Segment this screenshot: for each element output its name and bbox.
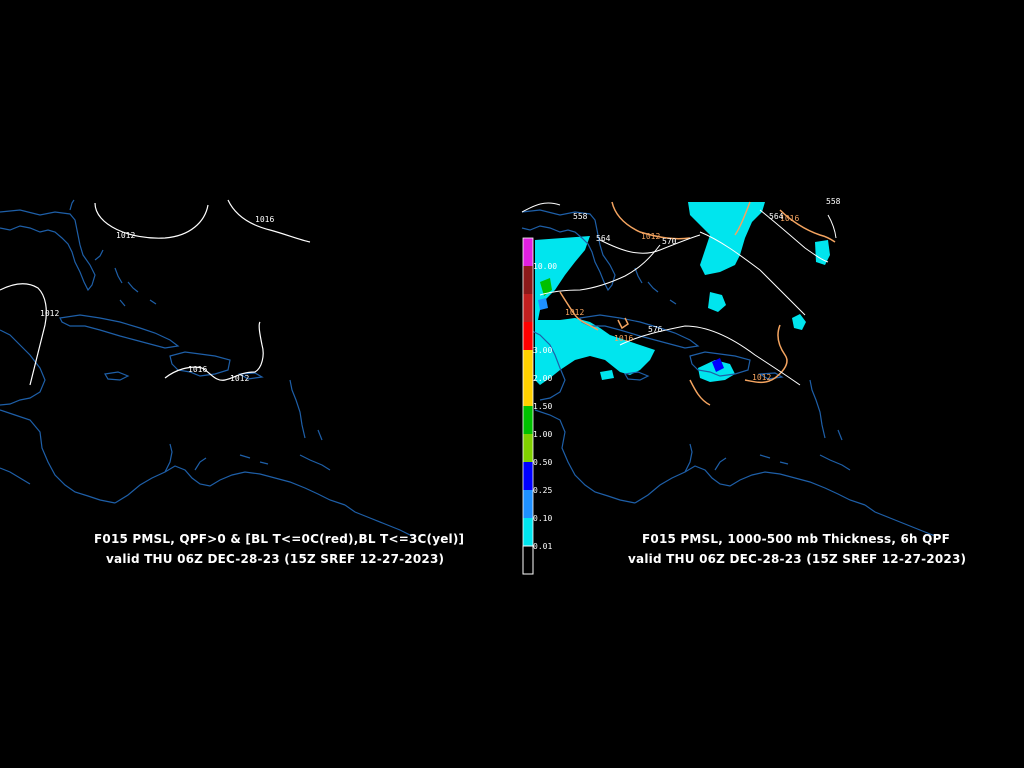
legend-swatch — [523, 378, 533, 406]
right-thickness-labels: 558 564 570 576 558 564 — [573, 197, 841, 334]
qpf-color-legend: 10.00 3.00 2.00 1.50 1.00 0.50 0.25 0.10 0.01 — [522, 237, 557, 575]
right-thickness-label: 570 — [662, 237, 677, 246]
right-thickness-label: 558 — [826, 197, 841, 206]
left-isobar-label: 1016 — [188, 365, 207, 374]
legend-swatch — [523, 294, 533, 322]
legend-label: 0.50 — [533, 458, 552, 467]
legend-swatch — [523, 266, 533, 294]
legend-label: 0.25 — [533, 486, 552, 495]
legend-swatch — [523, 490, 533, 518]
right-isobar-label: 1012 — [641, 232, 660, 241]
legend-label: 1.50 — [533, 402, 552, 411]
right-panel-title: F015 PMSL, 1000-500 mb Thickness, 6h QPF — [642, 532, 950, 546]
left-isobar-label: 1012 — [116, 231, 135, 240]
legend-label: 1.00 — [533, 430, 552, 439]
legend-swatch — [523, 434, 533, 462]
left-map-panel: 1016 1012 1012 1016 1012 — [0, 199, 413, 537]
right-isobars — [521, 202, 837, 386]
left-isobars — [0, 199, 311, 386]
right-coastlines — [521, 209, 936, 537]
left-isobar-label: 1016 — [255, 215, 274, 224]
right-thickness-lines — [559, 201, 836, 406]
right-panel-subtitle: valid THU 06Z DEC-28-23 (15Z SREF 12-27-… — [628, 552, 967, 566]
left-panel-title: F015 PMSL, QPF>0 & [BL T<=0C(red),BL T<=… — [94, 532, 465, 546]
left-isobar-label: 1012 — [230, 374, 249, 383]
right-isobar-labels: 1012 1016 1012 1016 1012 — [565, 214, 799, 382]
right-isobar-label: 1016 — [614, 334, 633, 343]
legend-swatch — [522, 545, 534, 575]
legend-label: 0.10 — [533, 514, 552, 523]
left-isobar-label: 1012 — [40, 309, 59, 318]
right-map-panel: 1012 1016 1012 1016 1012 558 564 570 576… — [521, 197, 936, 537]
legend-swatch — [523, 350, 533, 378]
legend-label: 2.00 — [533, 374, 552, 383]
legend-swatch — [523, 462, 533, 490]
right-thickness-label: 558 — [573, 212, 588, 221]
legend-swatch — [523, 406, 533, 434]
left-coastlines — [0, 199, 413, 537]
legend-border — [522, 237, 534, 575]
legend-label: 3.00 — [533, 346, 552, 355]
left-isobar-labels: 1016 1012 1012 1016 1012 — [40, 215, 274, 383]
right-qpf-heavy — [538, 278, 724, 372]
legend-label: 10.00 — [533, 262, 557, 271]
legend-swatch — [523, 238, 533, 266]
right-isobar-label: 1012 — [752, 373, 771, 382]
legend-label: 0.01 — [533, 542, 552, 551]
legend-swatch — [523, 518, 533, 546]
right-thickness-label: 564 — [596, 234, 611, 243]
right-thickness-label: 564 — [769, 212, 784, 221]
legend-swatch — [523, 322, 533, 350]
right-isobar-label: 1016 — [780, 214, 799, 223]
right-thickness-label: 576 — [648, 325, 663, 334]
right-isobar-label: 1012 — [565, 308, 584, 317]
left-panel-subtitle: valid THU 06Z DEC-28-23 (15Z SREF 12-27-… — [106, 552, 445, 566]
